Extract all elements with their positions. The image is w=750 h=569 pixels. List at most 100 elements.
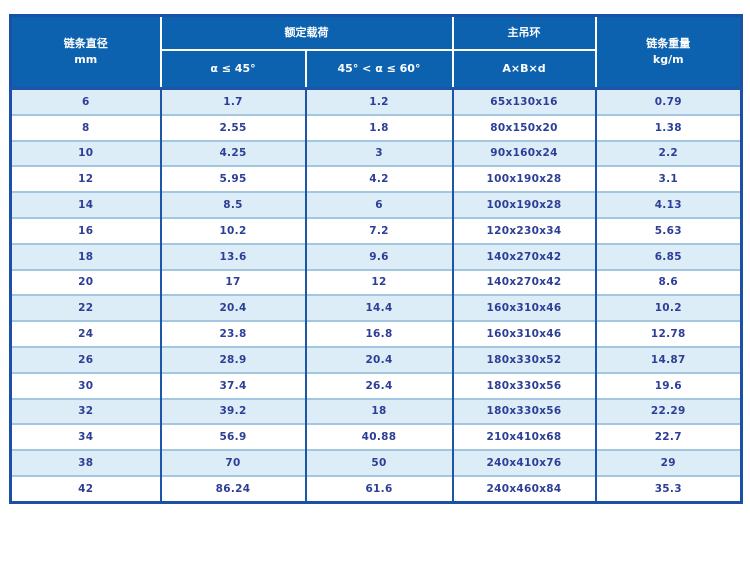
cell-diameter: 34: [9, 423, 162, 451]
cell-weight: 8.6: [594, 268, 743, 296]
cell-diameter: 26: [9, 345, 162, 373]
cell-load-45: 17: [159, 268, 307, 296]
cell-load-45: 8.5: [159, 191, 307, 218]
cell-diameter: 24: [9, 320, 162, 347]
cell-ring-dims: 65x130x16: [451, 87, 597, 115]
cell-load-60: 40.88: [304, 423, 454, 451]
header-chain-weight: 链条重量 kg/m: [594, 14, 743, 90]
cell-ring-dims: 180x330x52: [451, 345, 597, 373]
cell-diameter: 10: [9, 139, 162, 167]
table-row: 18 13.6 9.6 140x270x42 6.85: [9, 242, 743, 270]
cell-diameter: 38: [9, 449, 162, 476]
cell-load-60: 4.2: [304, 165, 454, 193]
header-angle-le-45: α ≤ 45°: [159, 49, 307, 90]
cell-weight: 12.78: [594, 320, 743, 347]
cell-ring-dims: 180x330x56: [451, 371, 597, 399]
cell-load-60: 16.8: [304, 320, 454, 347]
cell-load-45: 1.7: [159, 87, 307, 115]
cell-diameter: 16: [9, 216, 162, 244]
cell-load-60: 1.8: [304, 113, 454, 141]
table-header: 链条直径 mm 额定载荷 主吊环 链条重量 kg/m α ≤ 45° 45° <…: [9, 14, 743, 90]
header-rated-load: 额定载荷: [159, 14, 454, 51]
cell-ring-dims: 80x150x20: [451, 113, 597, 141]
table-row: 26 28.9 20.4 180x330x52 14.87: [9, 345, 743, 373]
cell-load-60: 3: [304, 139, 454, 167]
cell-weight: 22.29: [594, 397, 743, 425]
cell-load-60: 20.4: [304, 345, 454, 373]
cell-ring-dims: 240x410x76: [451, 449, 597, 476]
cell-load-45: 37.4: [159, 371, 307, 399]
cell-diameter: 32: [9, 397, 162, 425]
cell-weight: 0.79: [594, 87, 743, 115]
cell-ring-dims: 100x190x28: [451, 165, 597, 193]
cell-weight: 1.38: [594, 113, 743, 141]
cell-load-45: 10.2: [159, 216, 307, 244]
cell-diameter: 22: [9, 294, 162, 322]
header-chain-diameter-unit: mm: [74, 53, 98, 66]
cell-weight: 35.3: [594, 474, 743, 503]
header-main-ring: 主吊环: [451, 14, 597, 51]
table-row: 12 5.95 4.2 100x190x28 3.1: [9, 165, 743, 193]
table-row: 42 86.24 61.6 240x460x84 35.3: [9, 474, 743, 503]
cell-load-45: 4.25: [159, 139, 307, 167]
cell-ring-dims: 180x330x56: [451, 397, 597, 425]
cell-weight: 14.87: [594, 345, 743, 373]
cell-load-60: 26.4: [304, 371, 454, 399]
chain-spec-table: 链条直径 mm 额定载荷 主吊环 链条重量 kg/m α ≤ 45° 45° <…: [9, 14, 743, 504]
cell-weight: 19.6: [594, 371, 743, 399]
cell-load-45: 86.24: [159, 474, 307, 503]
cell-load-60: 9.6: [304, 242, 454, 270]
cell-weight: 6.85: [594, 242, 743, 270]
cell-diameter: 20: [9, 268, 162, 296]
cell-ring-dims: 140x270x42: [451, 242, 597, 270]
table-row: 14 8.5 6 100x190x28 4.13: [9, 191, 743, 218]
table-row: 32 39.2 18 180x330x56 22.29: [9, 397, 743, 425]
cell-weight: 29: [594, 449, 743, 476]
cell-load-45: 20.4: [159, 294, 307, 322]
cell-weight: 5.63: [594, 216, 743, 244]
cell-diameter: 18: [9, 242, 162, 270]
cell-ring-dims: 160x310x46: [451, 320, 597, 347]
cell-ring-dims: 240x460x84: [451, 474, 597, 503]
cell-load-60: 14.4: [304, 294, 454, 322]
table-row: 24 23.8 16.8 160x310x46 12.78: [9, 320, 743, 347]
table-row: 20 17 12 140x270x42 8.6: [9, 268, 743, 296]
table-row: 22 20.4 14.4 160x310x46 10.2: [9, 294, 743, 322]
cell-load-60: 7.2: [304, 216, 454, 244]
table-row: 6 1.7 1.2 65x130x16 0.79: [9, 87, 743, 115]
table-row: 8 2.55 1.8 80x150x20 1.38: [9, 113, 743, 141]
table-row: 16 10.2 7.2 120x230x34 5.63: [9, 216, 743, 244]
header-chain-weight-unit: kg/m: [652, 53, 684, 66]
cell-ring-dims: 160x310x46: [451, 294, 597, 322]
header-chain-diameter-title: 链条直径: [63, 37, 108, 51]
cell-diameter: 8: [9, 113, 162, 141]
cell-load-60: 12: [304, 268, 454, 296]
cell-weight: 3.1: [594, 165, 743, 193]
table-row: 34 56.9 40.88 210x410x68 22.7: [9, 423, 743, 451]
cell-diameter: 14: [9, 191, 162, 218]
cell-diameter: 12: [9, 165, 162, 193]
cell-load-45: 56.9: [159, 423, 307, 451]
cell-weight: 22.7: [594, 423, 743, 451]
header-chain-weight-title: 链条重量: [646, 37, 691, 51]
cell-diameter: 30: [9, 371, 162, 399]
cell-weight: 2.2: [594, 139, 743, 167]
table-row: 30 37.4 26.4 180x330x56 19.6: [9, 371, 743, 399]
cell-weight: 4.13: [594, 191, 743, 218]
cell-weight: 10.2: [594, 294, 743, 322]
cell-load-45: 28.9: [159, 345, 307, 373]
header-angle-45-60: 45° < α ≤ 60°: [304, 49, 454, 90]
cell-load-60: 6: [304, 191, 454, 218]
cell-load-60: 61.6: [304, 474, 454, 503]
cell-ring-dims: 90x160x24: [451, 139, 597, 167]
cell-load-45: 5.95: [159, 165, 307, 193]
cell-ring-dims: 120x230x34: [451, 216, 597, 244]
cell-ring-dims: 140x270x42: [451, 268, 597, 296]
cell-load-45: 70: [159, 449, 307, 476]
cell-ring-dims: 100x190x28: [451, 191, 597, 218]
cell-load-45: 2.55: [159, 113, 307, 141]
cell-diameter: 42: [9, 474, 162, 503]
cell-load-60: 1.2: [304, 87, 454, 115]
cell-ring-dims: 210x410x68: [451, 423, 597, 451]
